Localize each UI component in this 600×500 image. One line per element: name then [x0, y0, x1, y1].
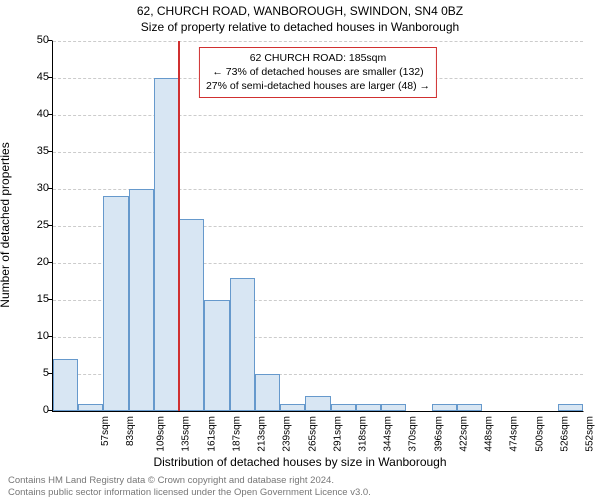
chart-title-address: 62, CHURCH ROAD, WANBOROUGH, SWINDON, SN… [0, 4, 600, 18]
y-tick-mark [48, 40, 52, 41]
info-line-property: 62 CHURCH ROAD: 185sqm [206, 51, 430, 65]
x-tick-label: 396sqm [433, 416, 444, 452]
x-tick-label: 422sqm [459, 416, 470, 452]
x-tick-label: 500sqm [534, 416, 545, 452]
y-tick-mark [48, 410, 52, 411]
chart-subtitle: Size of property relative to detached ho… [0, 20, 600, 34]
histogram-bar [255, 374, 280, 411]
y-tick-mark [48, 262, 52, 263]
y-tick-mark [48, 225, 52, 226]
x-tick-label: 135sqm [181, 416, 192, 452]
gridline [53, 41, 583, 42]
histogram-bar [558, 404, 583, 411]
y-tick-mark [48, 188, 52, 189]
y-tick-mark [48, 299, 52, 300]
histogram-bar [305, 396, 330, 411]
y-tick-mark [48, 114, 52, 115]
x-tick-label: 474sqm [509, 416, 520, 452]
y-tick-mark [48, 373, 52, 374]
info-line-larger: 27% of semi-detached houses are larger (… [206, 79, 430, 93]
histogram-bar [78, 404, 103, 411]
histogram-bar [179, 219, 204, 411]
histogram-bar [457, 404, 482, 411]
histogram-bar [331, 404, 356, 411]
x-tick-label: 83sqm [125, 416, 136, 446]
property-marker-line [178, 41, 180, 411]
y-axis-label: Number of detached properties [0, 142, 12, 307]
x-tick-label: 370sqm [408, 416, 419, 452]
x-tick-label: 213sqm [257, 416, 268, 452]
gridline [53, 152, 583, 153]
histogram-bar [154, 78, 179, 411]
x-tick-label: 552sqm [585, 416, 596, 452]
x-tick-label: 265sqm [307, 416, 318, 452]
x-tick-label: 526sqm [559, 416, 570, 452]
histogram-bar [204, 300, 229, 411]
histogram-bar [381, 404, 406, 411]
histogram-bar [432, 404, 457, 411]
x-tick-label: 109sqm [156, 416, 167, 452]
histogram-bar [129, 189, 154, 411]
x-tick-label: 448sqm [484, 416, 495, 452]
x-tick-label: 57sqm [100, 416, 111, 446]
histogram-chart: 62, CHURCH ROAD, WANBOROUGH, SWINDON, SN… [0, 0, 600, 500]
histogram-bar [230, 278, 255, 411]
histogram-bar [53, 359, 78, 411]
info-line-smaller: ← 73% of detached houses are smaller (13… [206, 65, 430, 79]
histogram-bar [356, 404, 381, 411]
y-tick-mark [48, 77, 52, 78]
x-tick-label: 318sqm [358, 416, 369, 452]
x-tick-label: 344sqm [383, 416, 394, 452]
gridline [53, 115, 583, 116]
x-tick-label: 239sqm [282, 416, 293, 452]
histogram-bar [103, 196, 128, 411]
x-axis-label: Distribution of detached houses by size … [0, 455, 600, 469]
y-tick-mark [48, 151, 52, 152]
x-tick-label: 291sqm [332, 416, 343, 452]
histogram-bar [280, 404, 305, 411]
footer-copyright-1: Contains HM Land Registry data © Crown c… [8, 475, 334, 486]
y-tick-mark [48, 336, 52, 337]
property-info-box: 62 CHURCH ROAD: 185sqm ← 73% of detached… [199, 47, 437, 98]
x-tick-label: 161sqm [206, 416, 217, 452]
x-tick-label: 187sqm [231, 416, 242, 452]
plot-area: 62 CHURCH ROAD: 185sqm ← 73% of detached… [52, 40, 584, 412]
footer-copyright-2: Contains public sector information licen… [8, 487, 371, 498]
